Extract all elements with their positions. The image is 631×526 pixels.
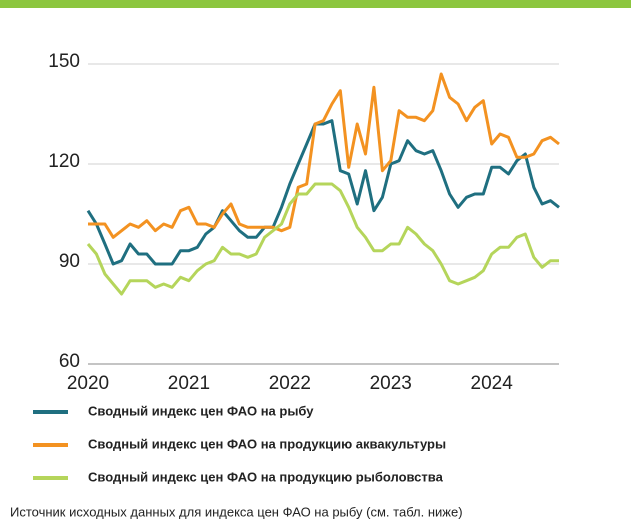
x-tick-label: 2021 <box>168 373 210 394</box>
y-tick-label: 120 <box>48 151 80 172</box>
x-tick-label: 2022 <box>269 373 311 394</box>
series-line <box>86 182 559 296</box>
series-line <box>86 119 560 266</box>
x-tick-label: 2023 <box>370 373 412 394</box>
x-tick-label: 2024 <box>471 373 514 394</box>
y-tick-label: 90 <box>59 251 80 272</box>
y-tick-label: 150 <box>48 51 80 72</box>
legend-label: Сводный индекс цен ФАО на продукцию аква… <box>88 436 446 451</box>
legend-label: Сводный индекс цен ФАО на продукцию рыбо… <box>88 469 444 484</box>
legend-label: Сводный индекс цен ФАО на рыбу <box>88 403 314 418</box>
x-tick-label: 2020 <box>67 373 109 394</box>
y-tick-label: 60 <box>59 351 80 372</box>
top-bar <box>0 0 631 8</box>
series-line <box>88 72 560 239</box>
source-note: Источник исходных данных для индекса цен… <box>10 504 463 519</box>
